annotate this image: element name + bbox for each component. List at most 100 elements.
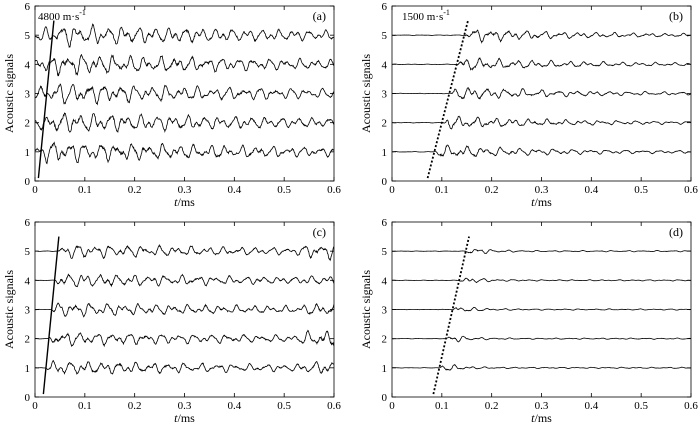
x-tick-label: 0.1: [78, 400, 92, 412]
y-axis-title: Acoustic signals: [359, 54, 373, 133]
y-tick-label: 4: [25, 275, 31, 287]
y-tick-label: 6: [382, 1, 388, 13]
x-tick-label: 0.2: [485, 184, 499, 196]
x-axis-title: t/ms: [174, 411, 195, 425]
x-tick-label: 0: [389, 184, 395, 196]
velocity-unit-exponent: -1: [443, 8, 450, 17]
y-tick-label: 3: [25, 89, 31, 101]
y-tick-label: 6: [382, 217, 388, 229]
velocity-value: 4800 m·s: [38, 11, 79, 23]
x-axis-unit: /ms: [535, 195, 553, 209]
velocity-annotation: 4800 m·s-1: [38, 8, 86, 23]
y-tick-label: 2: [382, 334, 388, 346]
x-tick-label: 0.2: [128, 400, 142, 412]
x-axis-variable: t: [531, 195, 535, 209]
x-axis-unit: /ms: [178, 411, 196, 425]
trace-5: [392, 249, 691, 254]
velocity-line: [432, 236, 470, 395]
trace-4: [35, 273, 334, 288]
x-tick-label: 0.2: [485, 400, 499, 412]
x-tick-label: 0.3: [178, 400, 192, 412]
x-tick-label: 0: [32, 184, 38, 196]
x-axis-unit: /ms: [178, 195, 196, 209]
y-tick-label: 3: [25, 305, 31, 317]
x-axis-variable: t: [531, 411, 535, 425]
y-tick-label: 3: [382, 305, 388, 317]
trace-5: [392, 29, 691, 44]
y-axis-title: Acoustic signals: [359, 270, 373, 349]
trace-1: [392, 144, 691, 158]
y-tick-label: 0: [382, 392, 388, 404]
trace-5: [35, 23, 334, 49]
x-tick-label: 0.1: [435, 184, 449, 196]
y-tick-label: 1: [382, 363, 388, 375]
y-tick-label: 0: [25, 176, 31, 188]
x-axis-variable: t: [174, 411, 178, 425]
y-tick-label: 1: [25, 147, 31, 159]
velocity-annotation: 1500 m·s-1: [402, 8, 450, 23]
x-axis-unit: /ms: [535, 411, 553, 425]
y-tick-label: 3: [382, 89, 388, 101]
trace-2: [35, 112, 334, 133]
y-tick-label: 0: [25, 392, 31, 404]
panel-label: (d): [669, 225, 683, 239]
trace-3: [35, 302, 334, 318]
panel-label: (b): [669, 9, 683, 23]
y-tick-label: 6: [25, 217, 31, 229]
trace-2: [392, 115, 691, 130]
y-tick-label: 2: [25, 334, 31, 346]
y-tick-label: 5: [382, 30, 388, 42]
y-axis-title: Acoustic signals: [2, 270, 16, 349]
x-tick-label: 0.5: [634, 400, 648, 412]
x-axis-title: t/ms: [174, 195, 195, 209]
x-tick-label: 0.3: [178, 184, 192, 196]
y-tick-label: 4: [25, 59, 31, 71]
trace-1: [35, 141, 334, 165]
trace-3: [35, 83, 334, 106]
y-tick-label: 1: [25, 363, 31, 375]
y-tick-label: 2: [25, 118, 31, 130]
y-tick-label: 1: [382, 147, 388, 159]
x-axis-title: t/ms: [531, 195, 552, 209]
panel-d: 0 0.1 0.2 0.3 0.4 0.5 0.6 0 1 2 3 4 5 6 t/ms Acoustic s…: [359, 217, 698, 425]
x-tick-label: 0.6: [684, 400, 698, 412]
trace-1: [35, 360, 334, 375]
trace-4: [392, 57, 691, 71]
y-tick-label: 4: [382, 275, 388, 287]
x-tick-label: 0.5: [277, 400, 291, 412]
y-tick-label: 2: [382, 118, 388, 130]
panel-label: (c): [313, 225, 326, 239]
velocity-value: 1500 m·s: [402, 11, 443, 23]
x-tick-label: 0.2: [128, 184, 142, 196]
trace-4: [392, 277, 691, 284]
y-tick-label: 5: [25, 246, 31, 258]
y-tick-label: 6: [25, 1, 31, 13]
velocity-line: [426, 20, 469, 179]
x-tick-label: 0.3: [535, 184, 549, 196]
velocity-unit-exponent: -1: [79, 8, 86, 17]
x-tick-label: 0.5: [634, 184, 648, 196]
x-tick-label: 0.6: [327, 400, 341, 412]
x-tick-label: 0.3: [535, 400, 549, 412]
x-tick-label: 0.6: [684, 184, 698, 196]
y-tick-label: 4: [382, 59, 388, 71]
x-tick-label: 0: [32, 400, 38, 412]
y-tick-label: 5: [25, 30, 31, 42]
trace-2: [392, 335, 691, 343]
trace-5: [35, 244, 334, 262]
x-tick-label: 0.4: [584, 400, 598, 412]
panel-c: 0 0.1 0.2 0.3 0.4 0.5 0.6 0 1 2 3 4 5 6 t/ms Acoustic s…: [2, 217, 341, 425]
trace-3: [392, 86, 691, 100]
panel-b: 0 0.1 0.2 0.3 0.4 0.5 0.6 0 1 2 3 4 5 6 t/ms Acoustic s…: [359, 1, 698, 209]
x-tick-label: 0.1: [435, 400, 449, 412]
x-tick-label: 0.4: [584, 184, 598, 196]
x-tick-label: 0: [389, 400, 395, 412]
velocity-line: [37, 20, 55, 179]
panel-a: 0 0.1 0.2 0.3 0.4 0.5 0.6 0 1 2 3 4 5 6 t/ms Acoustic s…: [2, 1, 341, 209]
panel-label: (a): [313, 9, 326, 23]
x-tick-label: 0.6: [327, 184, 341, 196]
trace-3: [392, 306, 691, 312]
x-tick-label: 0.1: [78, 184, 92, 196]
x-tick-label: 0.5: [277, 184, 291, 196]
